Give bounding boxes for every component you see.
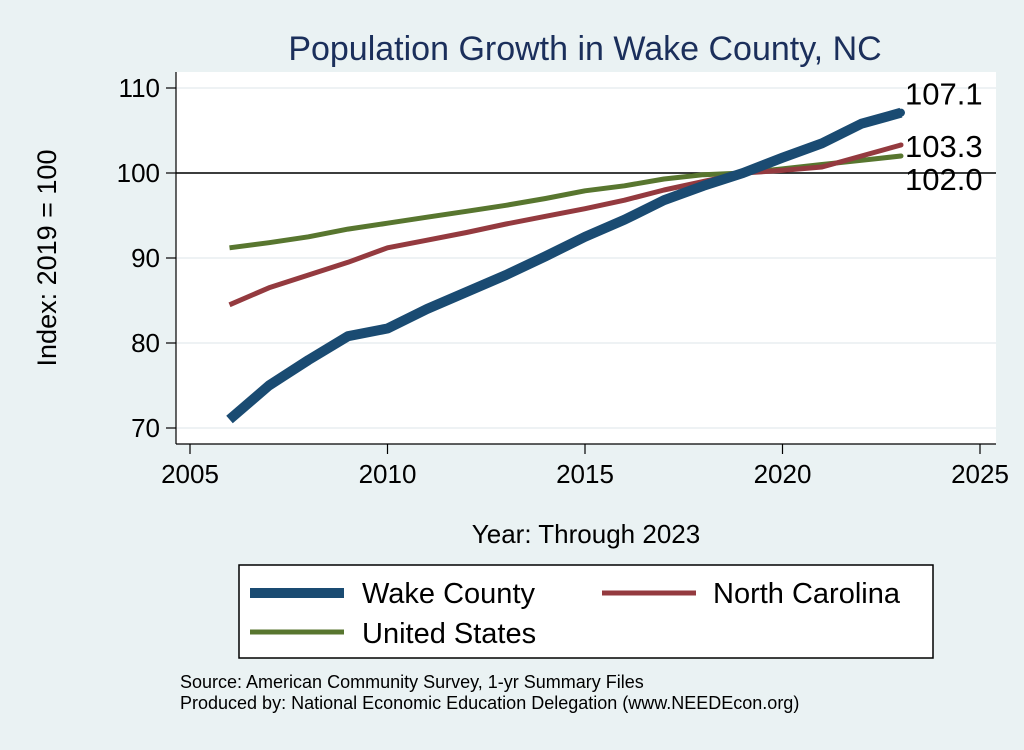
- x-tick-label: 2010: [359, 459, 417, 489]
- x-axis-ticks: 2005 2010 2015 2020 2025: [161, 444, 1009, 489]
- end-label: 102.0: [905, 162, 983, 197]
- legend-box: [238, 564, 934, 659]
- produced-by-note: Produced by: National Economic Education…: [180, 693, 799, 713]
- series-end-point: [898, 142, 904, 148]
- legend-label-north-carolina: North Carolina: [713, 578, 901, 610]
- series-end-point: [898, 153, 904, 159]
- series-line-wake-county: [226, 107, 903, 424]
- legend: Wake County North Carolina United States: [238, 564, 934, 659]
- y-tick-label: 110: [119, 73, 160, 103]
- x-axis-label: Year: Through 2023: [472, 519, 700, 549]
- series-group: [226, 107, 905, 424]
- x-tick-label: 2015: [556, 459, 614, 489]
- y-tick-label: 70: [131, 413, 160, 443]
- y-axis-label: Index: 2019 = 100: [32, 150, 62, 367]
- chart-title: Population Growth in Wake County, NC: [288, 30, 881, 68]
- end-label: 107.1: [905, 77, 983, 112]
- x-tick-label: 2005: [161, 459, 219, 489]
- series-end-point: [897, 108, 905, 117]
- source-note: Source: American Community Survey, 1-yr …: [180, 672, 644, 692]
- y-tick-label: 90: [131, 243, 160, 273]
- x-tick-label: 2020: [754, 459, 812, 489]
- series-line-north-carolina: [228, 142, 902, 308]
- x-tick-label: 2025: [951, 459, 1009, 489]
- y-tick-label: 80: [131, 328, 160, 358]
- legend-label-united-states: United States: [362, 618, 536, 650]
- y-tick-label: 100: [117, 158, 160, 188]
- legend-label-wake-county: Wake County: [362, 578, 535, 610]
- end-label: 103.3: [905, 129, 983, 164]
- y-axis-ticks: 70 80 90 100 110: [117, 73, 176, 443]
